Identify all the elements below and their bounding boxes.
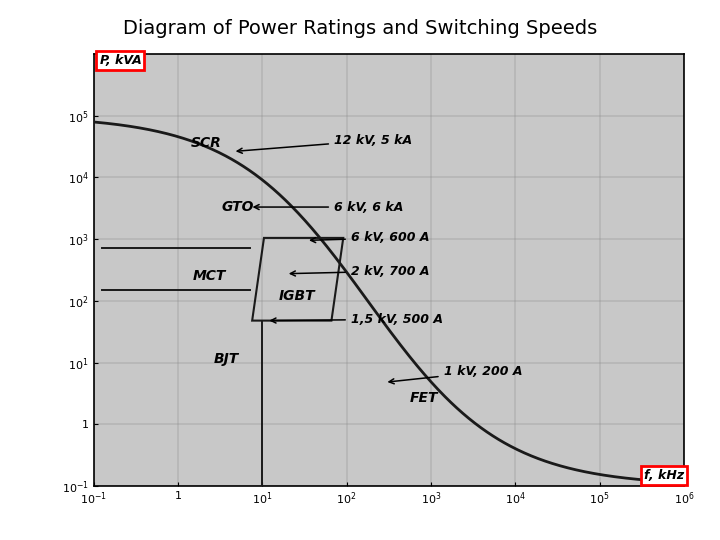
Text: MCT: MCT: [193, 269, 227, 283]
Text: 12 kV, 5 kA: 12 kV, 5 kA: [237, 134, 412, 153]
Text: Diagram of Power Ratings and Switching Speeds: Diagram of Power Ratings and Switching S…: [123, 19, 597, 38]
Text: 2 kV, 700 A: 2 kV, 700 A: [290, 265, 429, 278]
Text: 1,5 kV, 500 A: 1,5 kV, 500 A: [271, 313, 443, 326]
Text: 6 kV, 6 kA: 6 kV, 6 kA: [254, 200, 403, 213]
Text: IGBT: IGBT: [279, 289, 316, 303]
Text: SCR: SCR: [191, 137, 221, 151]
Text: BJT: BJT: [213, 353, 238, 367]
Text: f, kHz: f, kHz: [644, 469, 684, 482]
Text: P, kVA: P, kVA: [99, 54, 141, 67]
Text: GTO: GTO: [222, 200, 254, 214]
Text: 6 kV, 600 A: 6 kV, 600 A: [310, 232, 429, 245]
Text: 1 kV, 200 A: 1 kV, 200 A: [389, 366, 522, 384]
Text: FET: FET: [410, 392, 438, 406]
